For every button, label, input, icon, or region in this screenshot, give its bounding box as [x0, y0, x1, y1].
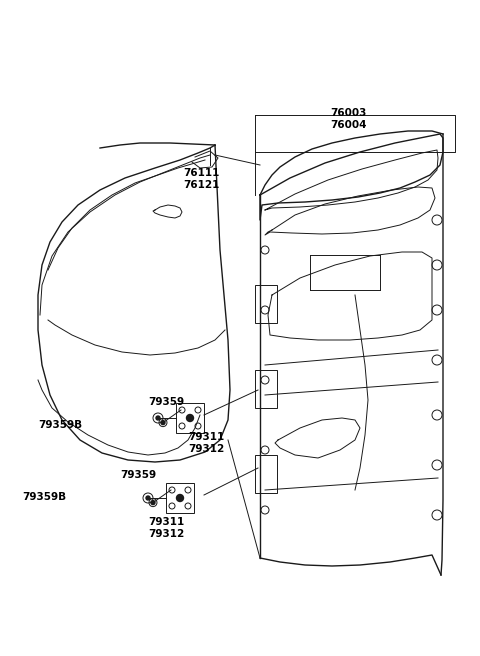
Text: 79311
79312: 79311 79312	[148, 517, 184, 539]
Circle shape	[187, 415, 193, 422]
Text: 79359: 79359	[120, 470, 156, 480]
Circle shape	[177, 495, 183, 501]
Bar	[166, 483, 194, 513]
Circle shape	[156, 416, 160, 420]
Text: 76111
76121: 76111 76121	[183, 168, 219, 190]
Bar	[176, 403, 204, 433]
Text: 79359B: 79359B	[38, 420, 82, 430]
Bar	[255, 455, 277, 493]
Text: 79359: 79359	[148, 397, 184, 407]
Text: 79359B: 79359B	[22, 492, 66, 502]
Text: 79311
79312: 79311 79312	[188, 432, 224, 453]
Circle shape	[161, 420, 165, 424]
Circle shape	[146, 496, 150, 500]
Bar	[255, 370, 277, 408]
Circle shape	[151, 501, 155, 504]
Text: 76003
76004: 76003 76004	[330, 108, 367, 130]
Bar	[255, 285, 277, 323]
